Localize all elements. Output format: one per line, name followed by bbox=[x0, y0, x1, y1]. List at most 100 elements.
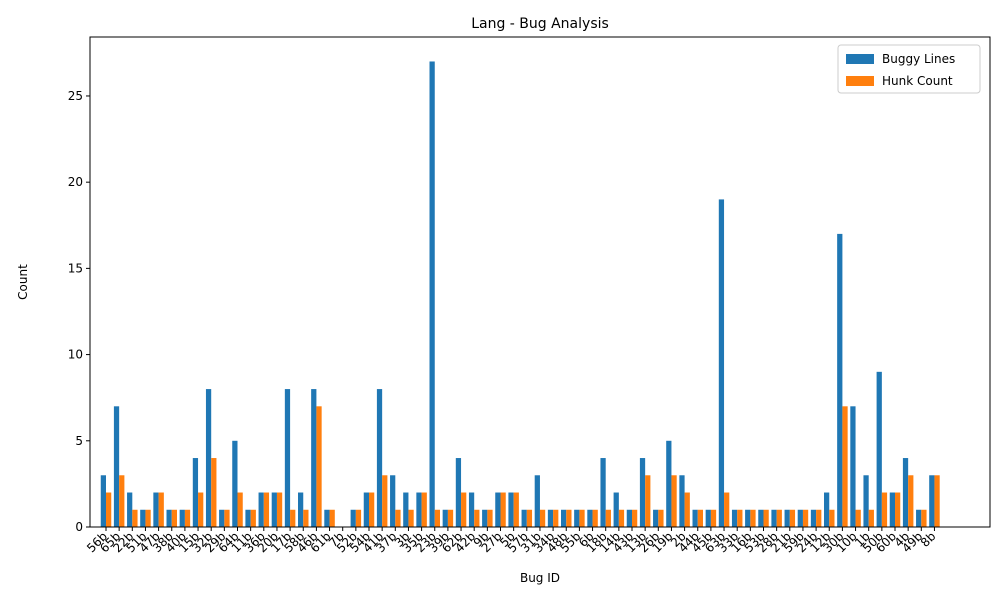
legend-swatch bbox=[846, 76, 874, 86]
bar bbox=[579, 509, 585, 527]
bar bbox=[802, 509, 809, 527]
chart-title: Lang - Bug Analysis bbox=[471, 16, 609, 32]
bar bbox=[679, 475, 685, 527]
bar bbox=[863, 475, 869, 527]
bar bbox=[350, 509, 356, 527]
bar bbox=[737, 509, 743, 527]
bar bbox=[198, 492, 204, 527]
legend-label: Buggy Lines bbox=[882, 52, 955, 66]
bar bbox=[408, 509, 414, 527]
bar bbox=[553, 509, 559, 527]
bar bbox=[653, 509, 659, 527]
bar bbox=[789, 509, 796, 527]
y-tick-label: 15 bbox=[68, 261, 83, 275]
bar bbox=[842, 406, 848, 527]
bar bbox=[705, 509, 711, 527]
bar bbox=[534, 475, 540, 527]
bar bbox=[561, 509, 567, 527]
bar bbox=[263, 492, 270, 527]
bar bbox=[232, 440, 238, 527]
legend: Buggy Lines Hunk Count bbox=[837, 44, 981, 94]
bar bbox=[876, 371, 882, 527]
bar bbox=[784, 509, 790, 527]
bar bbox=[837, 233, 843, 527]
bar bbox=[495, 492, 501, 527]
bar bbox=[192, 458, 199, 527]
bar bbox=[605, 509, 611, 527]
bar bbox=[745, 509, 751, 527]
legend-label: Hunk Count bbox=[882, 74, 953, 88]
bar bbox=[718, 199, 725, 527]
y-tick-label: 20 bbox=[68, 175, 83, 189]
bar bbox=[211, 458, 217, 527]
x-tick-label: 8b bbox=[918, 529, 939, 550]
bar bbox=[376, 389, 383, 527]
bar bbox=[758, 509, 764, 527]
bar bbox=[731, 509, 738, 527]
bar bbox=[574, 509, 580, 527]
bar bbox=[482, 509, 488, 527]
bar bbox=[587, 509, 593, 527]
bar bbox=[250, 509, 256, 527]
bar bbox=[592, 509, 598, 527]
y-tick-label: 25 bbox=[68, 89, 83, 103]
bar bbox=[324, 509, 330, 527]
bar bbox=[547, 509, 554, 527]
bar bbox=[474, 509, 480, 527]
bar bbox=[710, 509, 717, 527]
bar bbox=[824, 492, 830, 527]
bar bbox=[461, 492, 467, 527]
y-tick-label: 0 bbox=[75, 520, 83, 534]
bar bbox=[639, 458, 646, 527]
bar bbox=[179, 509, 185, 527]
y-tick-label: 5 bbox=[75, 434, 83, 448]
bar bbox=[697, 509, 703, 527]
bar bbox=[237, 492, 243, 527]
plot-frame bbox=[89, 36, 991, 528]
bar bbox=[750, 509, 756, 527]
bar bbox=[889, 492, 895, 527]
bar bbox=[868, 509, 874, 527]
bar bbox=[692, 509, 698, 527]
bar bbox=[158, 492, 164, 527]
bar bbox=[119, 475, 125, 527]
bar bbox=[316, 406, 322, 527]
bar bbox=[429, 61, 435, 527]
bar bbox=[626, 509, 632, 527]
bar bbox=[618, 509, 625, 527]
bar bbox=[934, 475, 940, 527]
x-axis-label: Bug ID bbox=[520, 571, 560, 585]
bar bbox=[171, 509, 177, 527]
bar bbox=[382, 475, 388, 527]
bar bbox=[487, 509, 493, 527]
bar bbox=[539, 509, 546, 527]
bar bbox=[613, 492, 619, 527]
bar bbox=[390, 475, 396, 527]
bar bbox=[771, 509, 777, 527]
bar bbox=[684, 492, 690, 527]
bar bbox=[929, 475, 935, 527]
bar bbox=[921, 509, 927, 527]
bar bbox=[369, 492, 375, 527]
bar bbox=[140, 509, 146, 527]
bar bbox=[100, 475, 106, 527]
bar bbox=[468, 492, 475, 527]
bar bbox=[416, 492, 422, 527]
bar bbox=[258, 492, 264, 527]
bar bbox=[395, 509, 401, 527]
bar bbox=[521, 509, 527, 527]
legend-swatch bbox=[846, 54, 874, 64]
bar bbox=[245, 509, 251, 527]
bar bbox=[895, 492, 901, 527]
bar bbox=[908, 475, 914, 527]
bar bbox=[224, 509, 230, 527]
bar bbox=[113, 406, 120, 527]
bar bbox=[106, 492, 112, 527]
bar bbox=[311, 389, 317, 527]
bar bbox=[810, 509, 817, 527]
bar bbox=[329, 509, 335, 527]
bar bbox=[298, 492, 304, 527]
bar bbox=[513, 492, 519, 527]
bar bbox=[829, 509, 835, 527]
